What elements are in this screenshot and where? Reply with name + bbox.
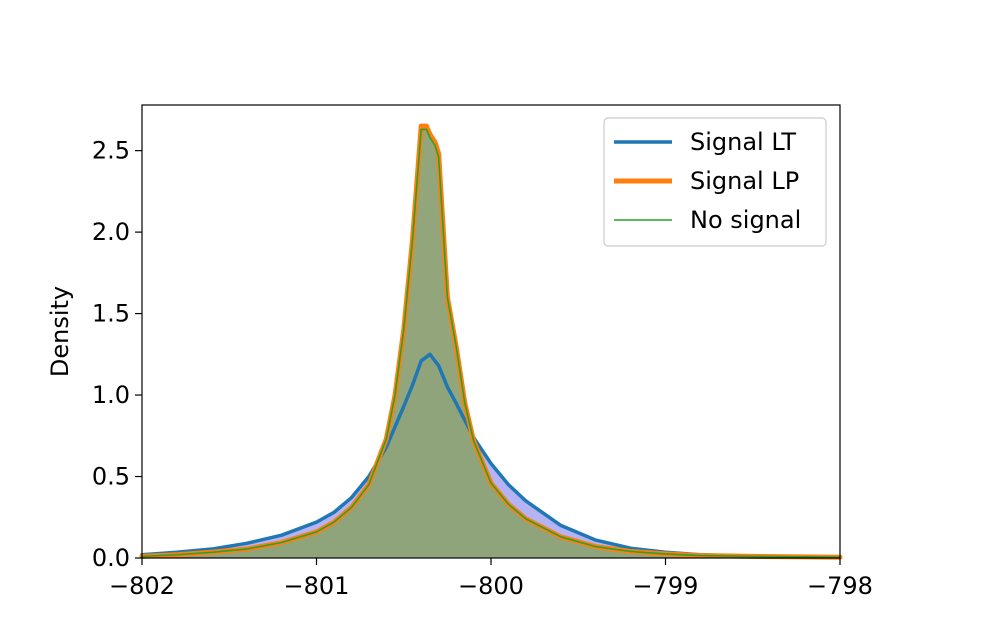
legend-label-no-signal: No signal [690,206,801,234]
x-tick-label: −801 [284,572,350,600]
legend: Signal LT Signal LP No signal [603,117,827,247]
x-axis-ticks: −802 −801 −800 −799 −798 [109,558,873,600]
x-tick-label: −800 [458,572,524,600]
y-tick-label: 0.0 [92,544,130,572]
x-tick-label: −798 [807,572,873,600]
area-fills [142,126,840,559]
legend-box [603,117,827,247]
x-tick-label: −802 [109,572,175,600]
legend-label-signal-lp: Signal LP [690,167,799,195]
y-tick-label: 0.5 [92,463,130,491]
y-tick-label: 1.0 [92,381,130,409]
y-axis-label: Density [46,286,74,377]
no-signal-line [141,128,841,558]
signal-lt-line [140,352,842,559]
y-axis-ticks: 0.0 0.5 1.0 1.5 2.0 2.5 [92,137,142,572]
series-lines [139,123,843,560]
y-tick-label: 2.5 [92,137,130,165]
y-tick-label: 1.5 [92,300,130,328]
x-tick-label: −799 [633,572,699,600]
y-tick-label: 2.0 [92,218,130,246]
legend-label-signal-lt: Signal LT [690,128,796,156]
